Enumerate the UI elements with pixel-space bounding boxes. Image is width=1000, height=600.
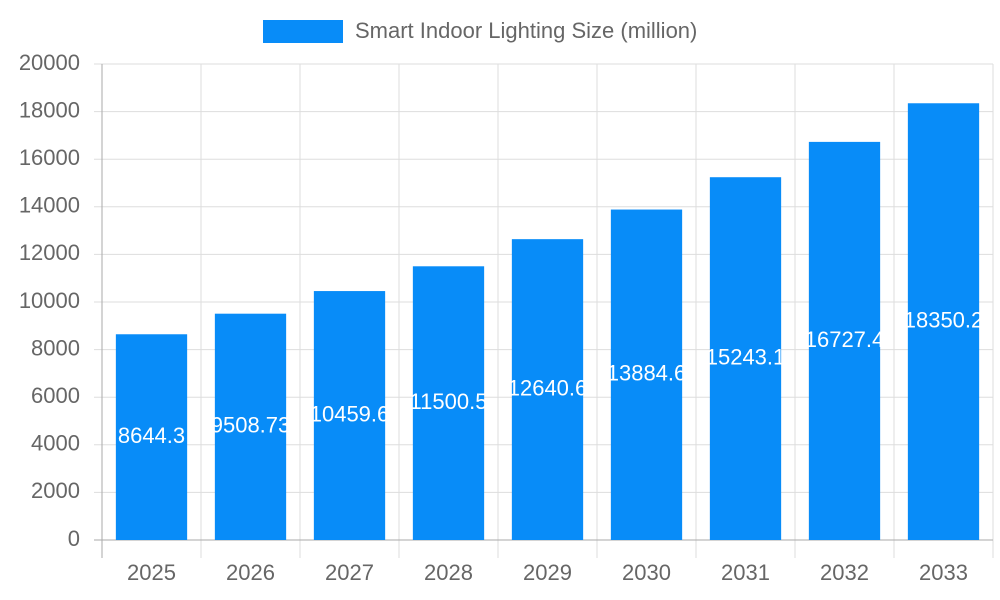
y-tick-label: 8000 [31,335,80,360]
bar [709,177,782,540]
x-tick-label: 2032 [820,560,869,585]
bar [808,141,881,540]
x-tick-label: 2028 [424,560,473,585]
bar [313,291,386,540]
data-label: 15243.1 [706,344,786,369]
y-tick-label: 4000 [31,431,80,456]
bar [115,334,188,540]
data-label: 9508.73 [211,413,291,438]
y-tick-label: 20000 [19,50,80,75]
y-tick-label: 18000 [19,97,80,122]
legend-label: Smart Indoor Lighting Size (million) [355,18,697,43]
bar [412,266,485,540]
x-tick-label: 2031 [721,560,770,585]
bar [907,103,980,540]
y-tick-label: 14000 [19,193,80,218]
x-tick-label: 2027 [325,560,374,585]
data-label: 8644.3 [118,423,185,448]
data-label: 18350.2 [904,307,984,332]
data-label: 16727.4 [805,327,885,352]
bar [511,239,584,540]
x-tick-label: 2033 [919,560,968,585]
y-tick-label: 16000 [19,145,80,170]
data-label: 13884.6 [607,361,687,386]
y-tick-label: 0 [68,526,80,551]
x-tick-label: 2025 [127,560,176,585]
bar [214,313,287,540]
y-tick-label: 2000 [31,478,80,503]
data-label: 11500.5 [410,389,488,414]
x-tick-label: 2030 [622,560,671,585]
legend-swatch [263,20,343,43]
x-tick-label: 2029 [523,560,572,585]
y-tick-label: 10000 [19,288,80,313]
x-tick-label: 2026 [226,560,275,585]
y-tick-label: 12000 [19,240,80,265]
data-label: 12640.6 [508,375,588,400]
data-label: 10459.6 [310,401,390,426]
y-tick-label: 6000 [31,383,80,408]
bar [610,209,683,541]
